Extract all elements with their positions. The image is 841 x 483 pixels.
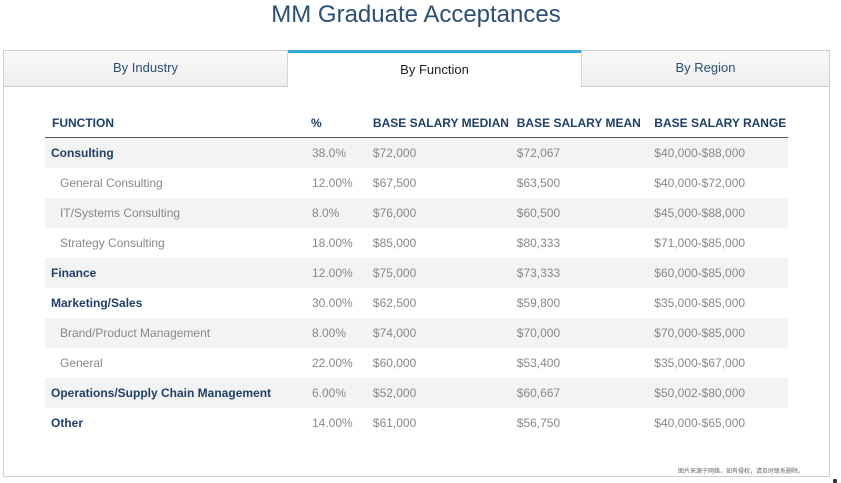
function-cell: General	[60, 356, 103, 370]
percent-cell: 22.00%	[312, 356, 353, 370]
function-cell: Operations/Supply Chain Management	[45, 378, 306, 408]
table-row: Finance 12.00% $75,000 $73,333 $60,000-$…	[45, 258, 788, 288]
range-cell: $40,000-$72,000	[654, 176, 746, 190]
median-cell: $61,000	[372, 416, 417, 430]
percent-cell: 18.00%	[312, 236, 353, 250]
salary-table: FUNCTION % BASE SALARY MEDIAN BASE SALAR…	[45, 109, 788, 438]
range-cell: $45,000-$88,000	[648, 198, 788, 228]
median-cell: $67,500	[372, 176, 417, 190]
range-cell: $71,000-$85,000	[654, 236, 746, 250]
table-row: Marketing/Sales 30.00% $62,500 $59,800 $…	[45, 288, 788, 318]
median-cell: $60,000	[372, 356, 417, 370]
percent-cell: 8.0%	[306, 198, 373, 228]
mean-cell: $63,500	[516, 176, 561, 190]
table-row: General 22.00% $60,000 $53,400 $35,000-$…	[45, 348, 788, 378]
percent-cell: 12.00%	[312, 176, 353, 190]
median-cell: $52,000	[372, 378, 517, 408]
table-row: Strategy Consulting 18.00% $85,000 $80,3…	[45, 228, 788, 258]
header-range: BASE SALARY RANGE	[648, 109, 788, 138]
function-cell: Strategy Consulting	[60, 236, 165, 250]
function-cell: Other	[51, 416, 84, 430]
table-row: Operations/Supply Chain Management 6.00%…	[45, 378, 788, 408]
function-cell: General Consulting	[60, 176, 163, 190]
range-cell: $40,000-$88,000	[648, 137, 788, 168]
page-title: MM Graduate Acceptances	[271, 1, 561, 28]
median-cell: $85,000	[372, 236, 417, 250]
percent-cell: 6.00%	[306, 378, 373, 408]
header-median: BASE SALARY MEDIAN	[372, 109, 517, 138]
range-cell: $60,000-$85,000	[648, 258, 788, 288]
median-cell: $75,000	[372, 258, 517, 288]
tab-bar: By Industry By Function By Region	[4, 50, 829, 87]
range-cell: $50,002-$80,000	[648, 378, 788, 408]
mean-cell: $60,500	[516, 198, 649, 228]
table-row: General Consulting 12.00% $67,500 $63,50…	[45, 168, 788, 198]
percent-cell: 38.0%	[306, 137, 373, 168]
tab-by-industry[interactable]: By Industry	[4, 51, 288, 87]
percent-cell: 8.00%	[306, 318, 373, 348]
mean-cell: $56,750	[516, 416, 561, 430]
header-percent: %	[306, 109, 373, 138]
table-row: Other 14.00% $61,000 $56,750 $40,000-$65…	[45, 408, 788, 438]
range-cell: $35,000-$85,000	[654, 296, 746, 310]
function-cell: Consulting	[45, 137, 306, 168]
mean-cell: $59,800	[516, 296, 561, 310]
function-cell: Marketing/Sales	[51, 296, 143, 310]
mean-cell: $72,067	[516, 137, 649, 168]
range-cell: $70,000-$85,000	[648, 318, 788, 348]
table-row: Consulting 38.0% $72,000 $72,067 $40,000…	[45, 137, 788, 168]
tab-by-region[interactable]: By Region	[581, 51, 829, 87]
median-cell: $74,000	[372, 318, 517, 348]
median-cell: $72,000	[372, 137, 517, 168]
table-row: IT/Systems Consulting 8.0% $76,000 $60,5…	[45, 198, 788, 228]
mean-cell: $80,333	[516, 236, 561, 250]
mean-cell: $73,333	[516, 258, 649, 288]
mean-cell: $70,000	[516, 318, 649, 348]
table-header-row: FUNCTION % BASE SALARY MEDIAN BASE SALAR…	[45, 109, 788, 138]
function-cell: Finance	[45, 258, 306, 288]
corner-mark	[833, 479, 837, 483]
tab-by-function[interactable]: By Function	[288, 50, 581, 87]
table-row: Brand/Product Management 8.00% $74,000 $…	[45, 318, 788, 348]
mean-cell: $60,667	[516, 378, 649, 408]
mean-cell: $53,400	[516, 356, 561, 370]
range-cell: $40,000-$65,000	[654, 416, 746, 430]
function-cell: Brand/Product Management	[45, 318, 306, 348]
function-cell: IT/Systems Consulting	[45, 198, 306, 228]
percent-cell: 14.00%	[312, 416, 353, 430]
median-cell: $76,000	[372, 198, 517, 228]
median-cell: $62,500	[372, 296, 417, 310]
header-mean: BASE SALARY MEAN	[516, 109, 649, 138]
percent-cell: 30.00%	[312, 296, 353, 310]
range-cell: $35,000-$67,000	[654, 356, 746, 370]
header-function: FUNCTION	[45, 109, 306, 138]
percent-cell: 12.00%	[306, 258, 373, 288]
watermark-note: 图片来源于网络，如有侵权，请及时联系删除。	[678, 468, 805, 475]
